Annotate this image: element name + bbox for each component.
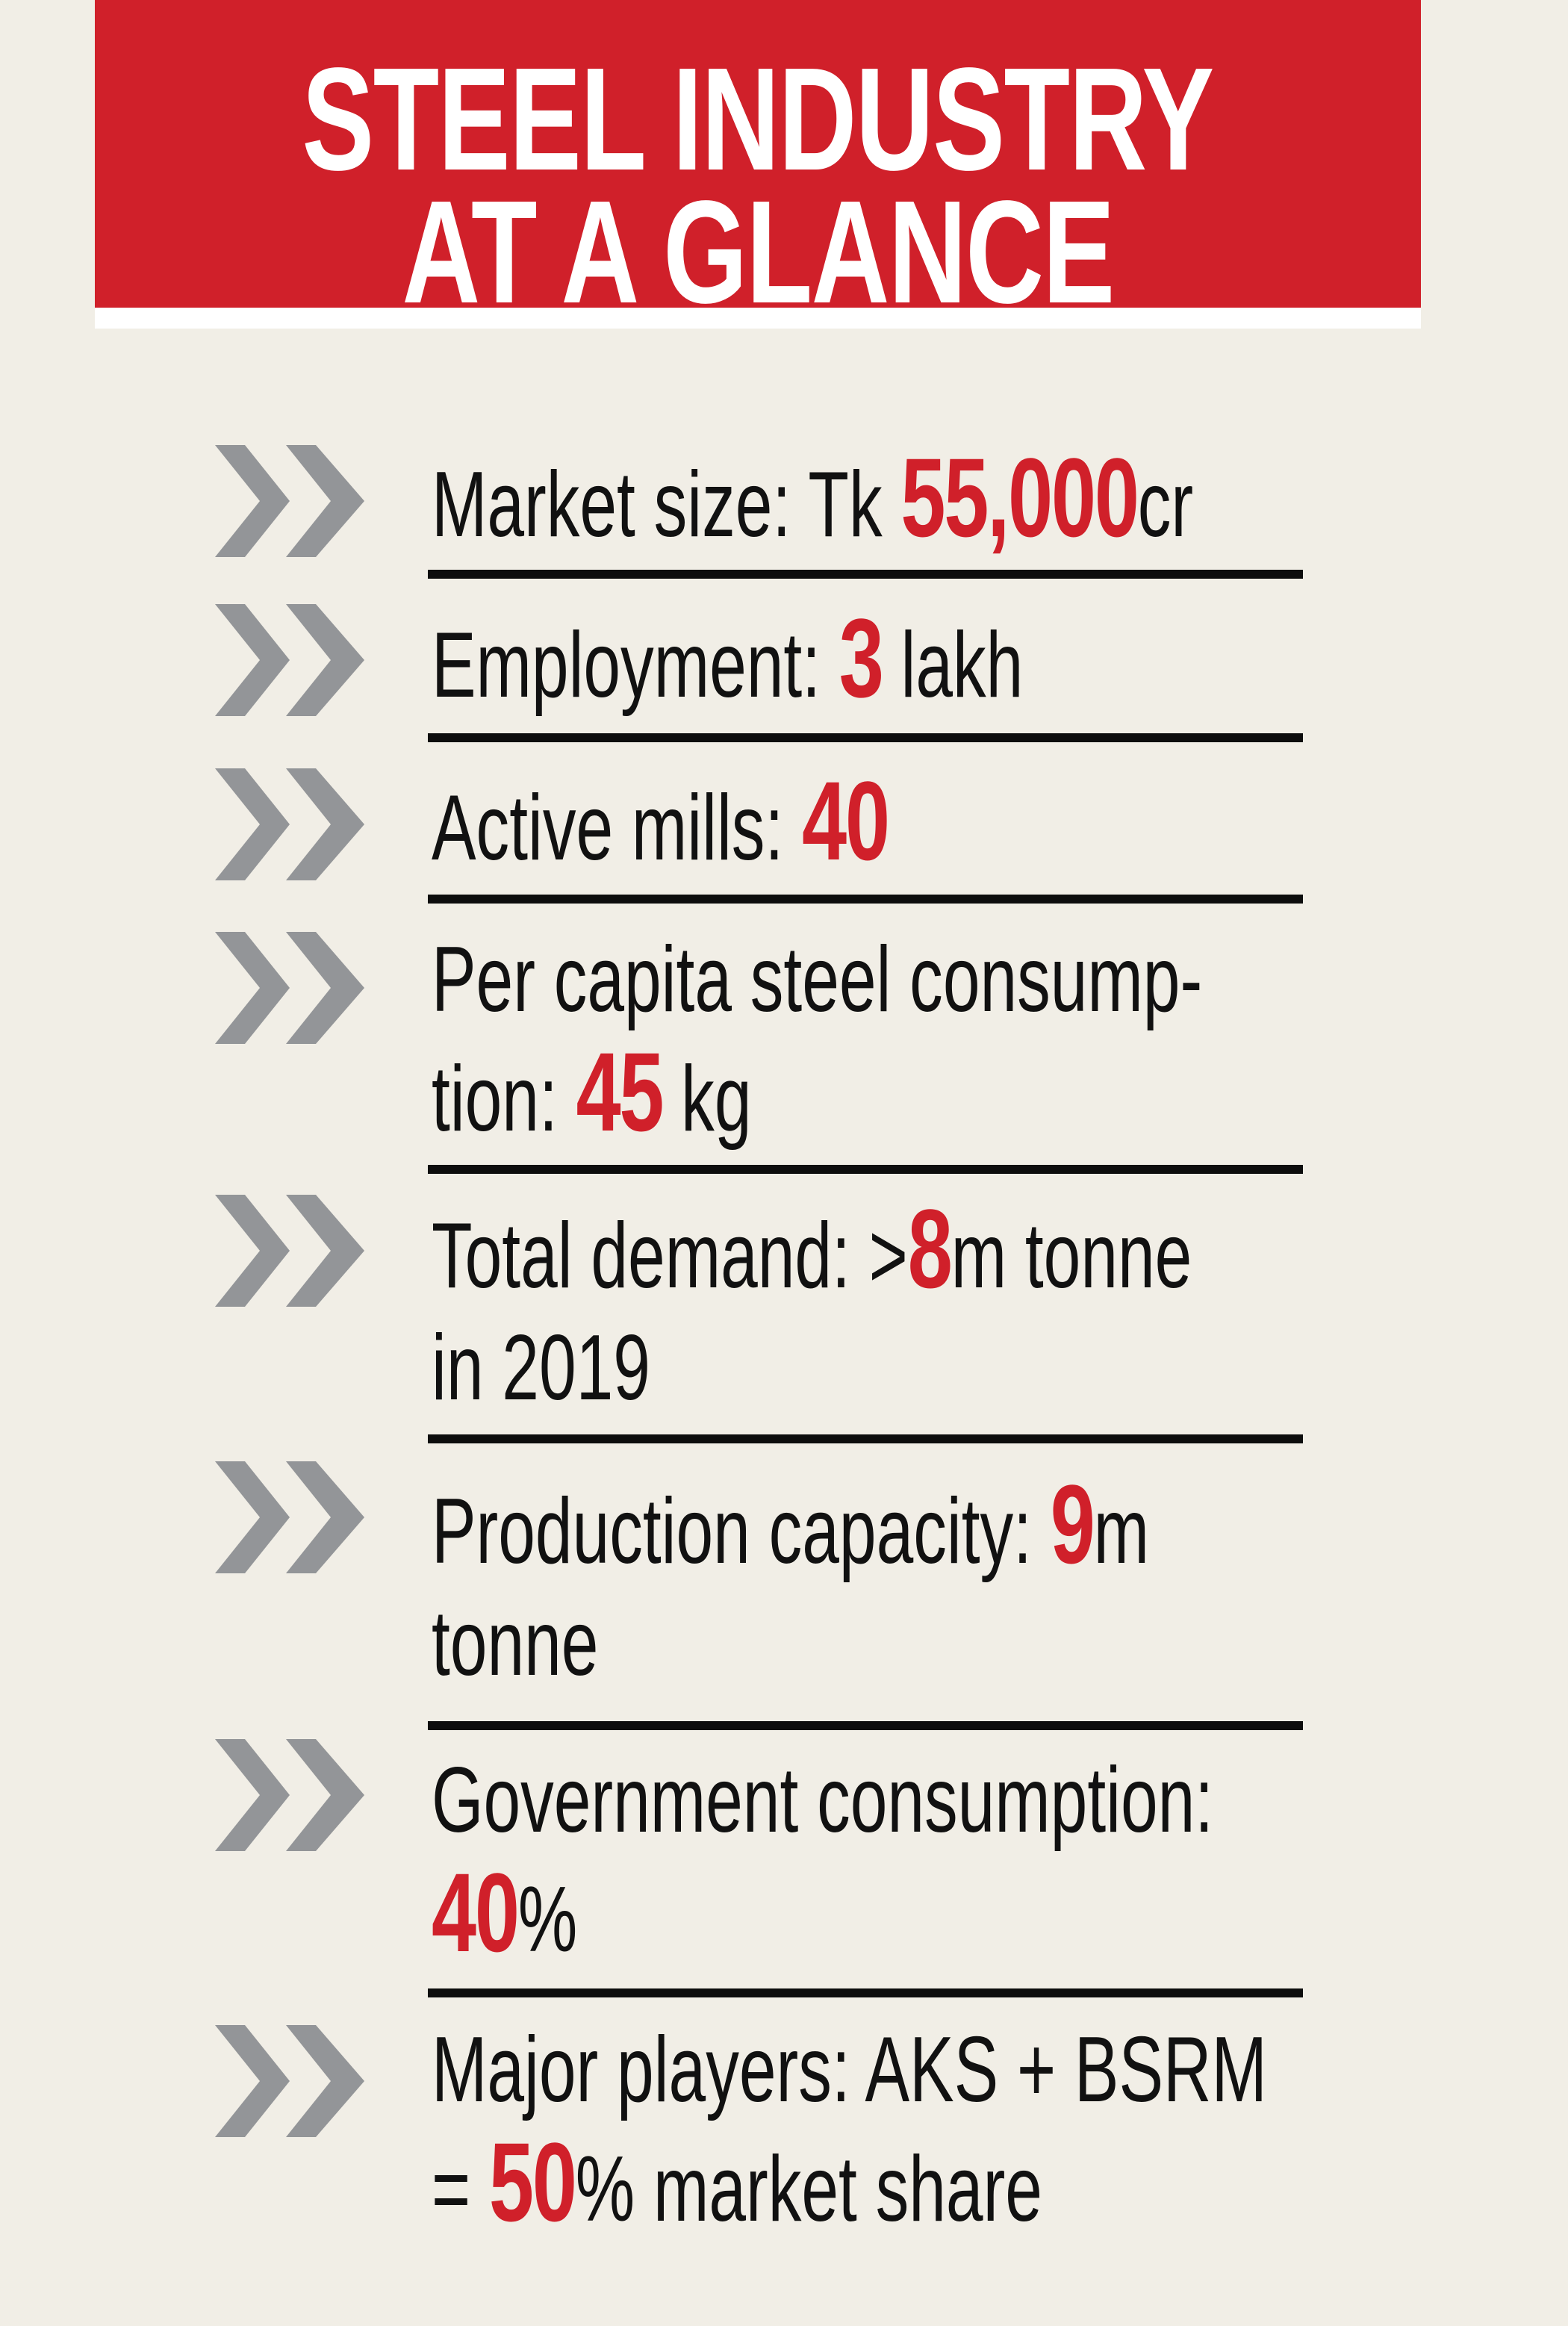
fact-label: Per capita steel consump-: [432, 928, 1203, 1031]
divider: [428, 570, 1303, 579]
fact-label: Total demand: >: [432, 1204, 908, 1307]
divider: [428, 1434, 1303, 1443]
divider: [428, 895, 1303, 904]
fact-value: 50: [488, 2119, 577, 2245]
fact-line: Major players: AKS + BSRM: [432, 2014, 1267, 2126]
fact-line: tion: 45 kg: [432, 1036, 1202, 1155]
fact-label: lakh: [882, 614, 1024, 717]
fact-item: Production capacity: 9m tonne: [432, 1468, 1149, 1700]
fact-item: Major players: AKS + BSRM = 50% market sh…: [432, 2014, 1267, 2245]
fact-line: Total demand: >8m tonne: [432, 1192, 1192, 1312]
double-chevron-right-icon: [215, 932, 364, 1044]
fact-label: Government consumption:: [432, 1749, 1214, 1852]
fact-value: 55,000: [900, 435, 1139, 560]
fact-label: Employment:: [432, 614, 839, 717]
fact-label: tonne: [432, 1592, 599, 1695]
title-text: AT A GLANCE: [402, 170, 1115, 334]
double-chevron-right-icon: [215, 445, 364, 557]
double-chevron-right-icon: [215, 1195, 364, 1307]
fact-item: Total demand: >8m tonne in 2019: [432, 1192, 1192, 1424]
fact-label: cr: [1137, 453, 1194, 556]
fact-value: 40: [432, 1850, 520, 1975]
fact-line: 40%: [432, 1856, 1213, 1976]
title-text: STEEL INDUSTRY: [302, 37, 1215, 201]
fact-item: Government consumption: 40%: [432, 1744, 1213, 1976]
fact-label: =: [432, 2138, 489, 2241]
fact-label: Major players: AKS + BSRM: [432, 2018, 1267, 2121]
fact-label: kg: [662, 1048, 752, 1151]
divider: [428, 1721, 1303, 1730]
fact-line: Market size: Tk 55,000cr: [432, 441, 1193, 561]
fact-label: tion:: [432, 1048, 576, 1151]
title-banner: [95, 0, 1421, 308]
fact-label: %: [517, 1868, 578, 1971]
fact-item: Active mills: 40: [432, 765, 890, 884]
fact-line: Production capacity: 9m: [432, 1468, 1149, 1588]
fact-value: 9: [1050, 1461, 1095, 1587]
divider: [428, 1165, 1303, 1174]
fact-line: Employment: 3 lakh: [432, 602, 1023, 721]
fact-label: in 2019: [432, 1316, 650, 1419]
fact-label: Production capacity:: [432, 1480, 1051, 1583]
fact-item: Per capita steel consump-tion: 45 kg: [432, 924, 1202, 1155]
fact-line: = 50% market share: [432, 2126, 1267, 2245]
double-chevron-right-icon: [215, 604, 364, 716]
fact-line: Per capita steel consump-: [432, 924, 1202, 1036]
fact-label: Market size: Tk: [432, 453, 901, 556]
double-chevron-right-icon: [215, 768, 364, 880]
fact-item: Employment: 3 lakh: [432, 602, 1023, 721]
fact-value: 45: [576, 1029, 665, 1154]
fact-label: m tonne: [951, 1204, 1192, 1307]
page-title-line-1: STEEL INDUSTRY: [95, 46, 1421, 193]
fact-line: Government consumption:: [432, 1744, 1213, 1856]
page-title-line-2: AT A GLANCE: [95, 179, 1421, 326]
fact-label: m: [1093, 1480, 1150, 1583]
fact-label: % market share: [575, 2138, 1042, 2241]
double-chevron-right-icon: [215, 1739, 364, 1851]
fact-line: tonne: [432, 1588, 1149, 1700]
fact-value: 3: [839, 595, 884, 721]
double-chevron-right-icon: [215, 2025, 364, 2137]
divider: [428, 1988, 1303, 1997]
fact-label: Active mills:: [432, 777, 803, 880]
divider: [428, 733, 1303, 742]
fact-value: 40: [802, 758, 890, 883]
fact-line: in 2019: [432, 1312, 1192, 1424]
fact-line: Active mills: 40: [432, 765, 890, 884]
double-chevron-right-icon: [215, 1461, 364, 1573]
banner-underline: [95, 308, 1421, 329]
fact-value: 8: [907, 1186, 953, 1311]
fact-item: Market size: Tk 55,000cr: [432, 441, 1193, 561]
